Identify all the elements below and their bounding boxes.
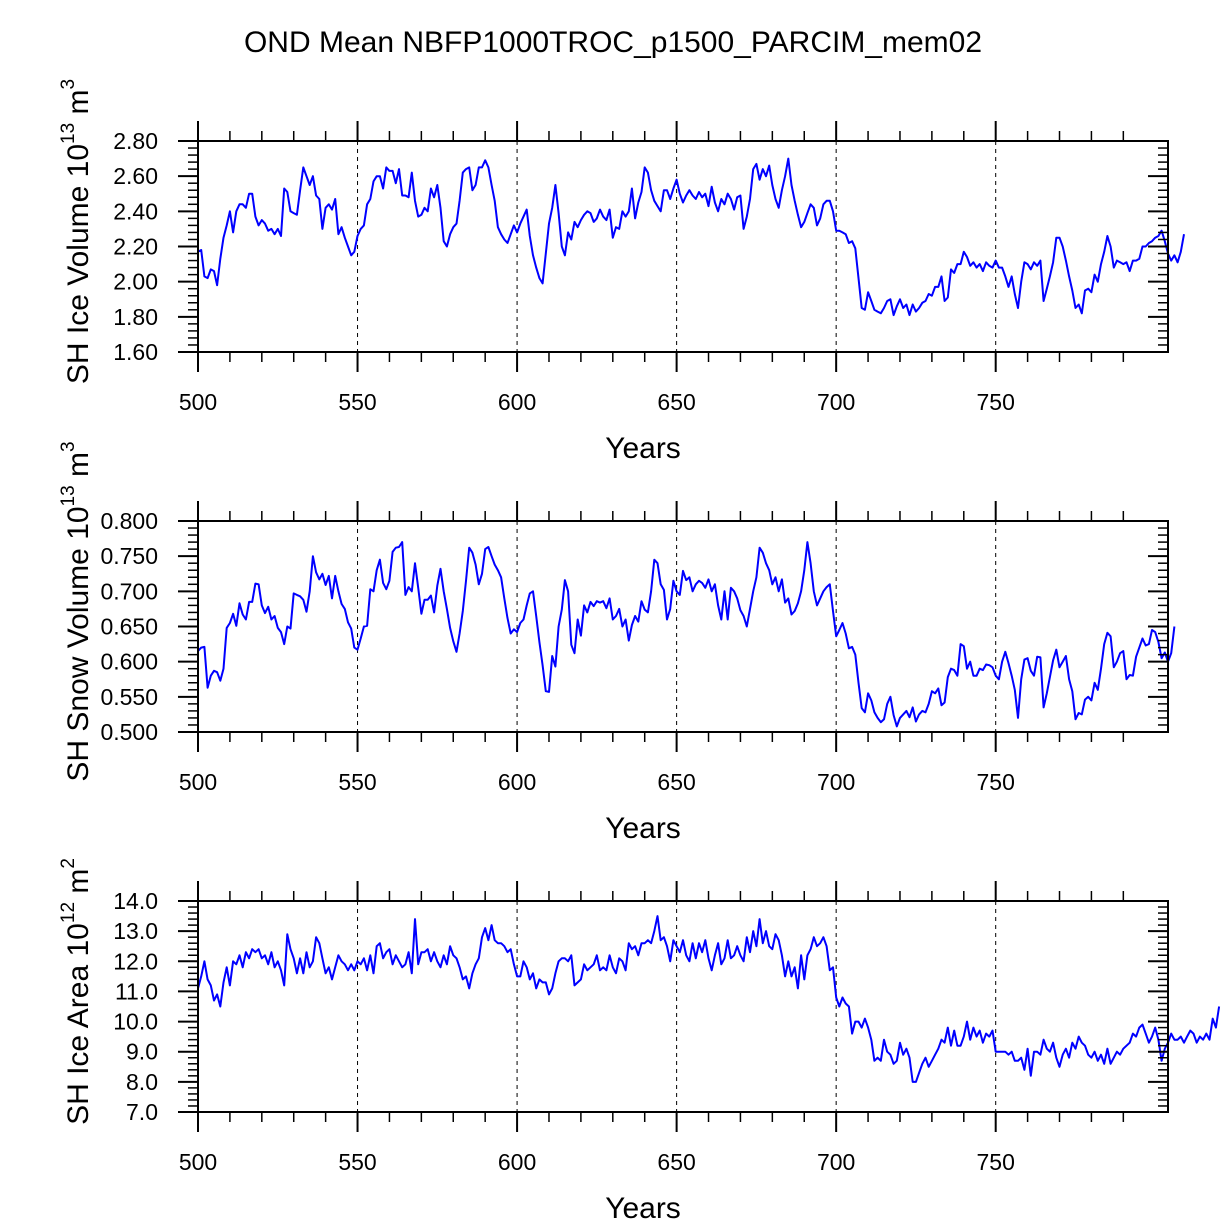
data-series-line — [197, 915, 1221, 1083]
y-tick-label: 14.0 — [113, 888, 158, 914]
y-tick-label: 1.80 — [113, 304, 158, 330]
plot-frame — [197, 900, 1169, 1113]
x-tick-label: 500 — [179, 1149, 217, 1175]
y-tick-label: 10.0 — [113, 1009, 158, 1035]
data-series-line — [197, 541, 1176, 728]
panel-1: 500 550 600 650 700 750 1.60 1.80 2.00 2.20 2.40 2.… — [58, 79, 1185, 465]
y-tick-label: 2.00 — [113, 269, 158, 295]
y-axis-label-text: SH Ice Volume 10 — [62, 144, 95, 384]
y-tick-label: 7.0 — [126, 1099, 158, 1125]
x-tick-label: 600 — [498, 769, 536, 795]
y-tick-label: 8.0 — [126, 1069, 158, 1095]
x-axis-label: Years — [605, 1192, 681, 1225]
y-tick-label: 2.80 — [113, 128, 158, 154]
y-axis-label-unit-exponent: 3 — [58, 441, 79, 452]
y-axis-label: SH Ice Volume 1013 m3 — [58, 79, 95, 384]
y-axis-label-unit: m — [62, 869, 95, 902]
plot-frame — [197, 520, 1169, 733]
chart-title: OND Mean NBFP1000TROC_p1500_PARCIM_mem02 — [244, 26, 982, 59]
y-tick-label: 1.60 — [113, 339, 158, 365]
y-axis-label: SH Ice Area 1012 m2 — [58, 858, 95, 1125]
x-tick-label: 600 — [498, 389, 536, 415]
y-tick-label: 12.0 — [113, 948, 158, 974]
y-axis-label: SH Snow Volume 1013 m3 — [58, 441, 95, 781]
x-tick-label: 550 — [338, 1149, 376, 1175]
x-tick-label: 700 — [817, 769, 855, 795]
x-axis-label: Years — [605, 432, 681, 465]
panel-3: 500 550 600 650 700 750 7.0 8.0 9.0 10.0 11.0 12.0 1… — [58, 858, 1221, 1225]
x-tick-label: 500 — [179, 769, 217, 795]
y-tick-label: 0.500 — [100, 719, 158, 745]
x-tick-label: 750 — [977, 389, 1015, 415]
y-tick-label: 13.0 — [113, 918, 158, 944]
y-axis-label-exponent: 13 — [58, 123, 79, 144]
x-tick-label: 700 — [817, 1149, 855, 1175]
data-series-line — [197, 157, 1185, 317]
y-tick-label: 0.650 — [100, 614, 158, 640]
y-tick-label: 11.0 — [115, 978, 158, 1004]
y-tick-label: 2.20 — [113, 234, 158, 260]
y-tick-label: 0.700 — [100, 578, 158, 604]
y-axis-label-exponent: 12 — [58, 902, 79, 923]
y-axis-label-unit-exponent: 2 — [58, 858, 79, 869]
x-tick-label: 750 — [977, 1149, 1015, 1175]
y-tick-label: 0.800 — [100, 508, 158, 534]
y-axis-label-text: SH Snow Volume 10 — [62, 506, 95, 781]
y-axis-label-exponent: 13 — [58, 485, 79, 506]
plot-frame — [197, 140, 1169, 353]
y-tick-label: 9.0 — [126, 1039, 158, 1065]
y-tick-label: 0.750 — [100, 543, 158, 569]
y-axis-label-unit-exponent: 3 — [58, 79, 79, 90]
y-tick-label: 0.600 — [100, 649, 158, 675]
x-tick-label: 550 — [338, 769, 376, 795]
y-axis-label-unit: m — [62, 89, 95, 122]
y-axis-label-unit: m — [62, 452, 95, 485]
panel-2: 500 550 600 650 700 750 0.500 0.550 0.600 0.650 0.… — [58, 441, 1176, 845]
y-axis-label-text: SH Ice Area 10 — [62, 923, 95, 1125]
x-tick-label: 600 — [498, 1149, 536, 1175]
x-tick-label: 500 — [179, 389, 217, 415]
x-tick-label: 650 — [657, 389, 695, 415]
x-tick-label: 650 — [657, 1149, 695, 1175]
x-tick-label: 650 — [657, 769, 695, 795]
x-axis-label: Years — [605, 812, 681, 845]
x-tick-label: 750 — [977, 769, 1015, 795]
y-tick-label: 0.550 — [100, 684, 158, 710]
y-tick-label: 2.60 — [113, 163, 158, 189]
x-tick-label: 550 — [338, 389, 376, 415]
y-tick-label: 2.40 — [113, 198, 158, 224]
x-tick-label: 700 — [817, 389, 855, 415]
